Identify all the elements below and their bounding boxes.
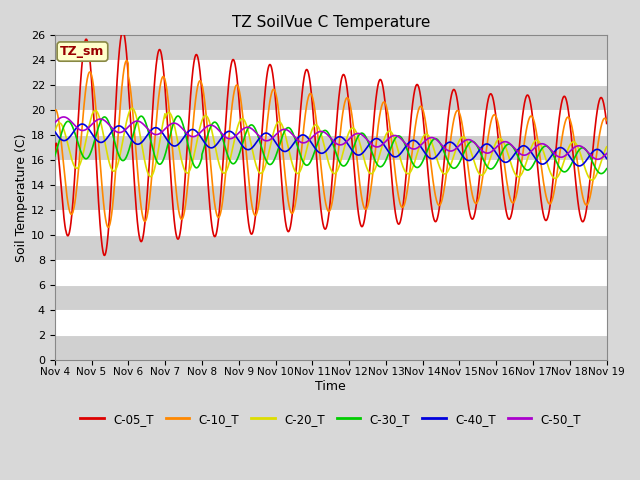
C-30_T (51, 153, 59, 159)
Legend: C-05_T, C-10_T, C-20_T, C-30_T, C-40_T, C-50_T: C-05_T, C-10_T, C-20_T, C-30_T, C-40_T, … (76, 408, 586, 431)
C-10_T (287, 209, 294, 215)
C-10_T (123, 58, 131, 63)
C-50_T (51, 120, 59, 126)
C-40_T (603, 156, 611, 161)
C-30_T (603, 166, 611, 171)
C-50_T (594, 156, 602, 162)
Bar (55, 335, 607, 360)
C-40_T (262, 130, 270, 136)
C-05_T (100, 252, 108, 258)
Line: C-30_T: C-30_T (55, 116, 607, 174)
C-05_T (51, 150, 59, 156)
C-50_T (603, 151, 611, 156)
C-05_T (287, 222, 294, 228)
C-20_T (588, 177, 596, 183)
C-10_T (533, 131, 541, 137)
C-30_T (532, 156, 540, 161)
C-10_T (592, 155, 600, 160)
Line: C-40_T: C-40_T (55, 124, 607, 166)
C-05_T (533, 155, 541, 160)
C-40_T (51, 129, 59, 134)
C-10_T (147, 184, 155, 190)
C-10_T (263, 125, 271, 131)
C-40_T (532, 157, 540, 163)
C-50_T (60, 114, 67, 120)
Bar (55, 235, 607, 260)
Bar (55, 85, 607, 110)
C-05_T (592, 116, 600, 121)
C-05_T (119, 28, 127, 34)
Bar (55, 160, 607, 185)
C-40_T (147, 128, 154, 133)
Line: C-20_T: C-20_T (55, 108, 607, 180)
Line: C-05_T: C-05_T (55, 31, 607, 255)
C-50_T (147, 129, 154, 135)
C-10_T (603, 118, 611, 123)
C-20_T (603, 144, 611, 150)
Bar (55, 210, 607, 235)
C-30_T (592, 166, 600, 172)
C-20_T (51, 130, 59, 135)
C-30_T (287, 126, 294, 132)
C-40_T (592, 147, 600, 153)
C-20_T (532, 137, 540, 143)
C-20_T (262, 159, 270, 165)
C-10_T (114, 136, 122, 142)
Bar (55, 36, 607, 60)
Title: TZ SoilVue C Temperature: TZ SoilVue C Temperature (232, 15, 430, 30)
C-05_T (147, 135, 155, 141)
Text: TZ_sm: TZ_sm (60, 45, 105, 58)
Bar (55, 285, 607, 310)
Bar (55, 60, 607, 85)
C-40_T (114, 123, 122, 129)
Bar (55, 110, 607, 135)
C-05_T (263, 74, 271, 80)
C-20_T (114, 162, 122, 168)
C-50_T (114, 130, 122, 135)
C-10_T (104, 225, 112, 230)
C-05_T (114, 66, 122, 72)
Bar (55, 185, 607, 210)
C-30_T (598, 171, 605, 177)
C-30_T (114, 149, 122, 155)
C-05_T (603, 120, 611, 126)
C-30_T (174, 113, 182, 119)
C-20_T (592, 173, 600, 179)
C-20_T (128, 106, 136, 111)
Y-axis label: Soil Temperature (C): Soil Temperature (C) (15, 133, 28, 262)
Bar (55, 260, 607, 285)
C-20_T (287, 154, 294, 160)
C-40_T (575, 163, 583, 169)
C-30_T (262, 158, 270, 164)
Line: C-10_T: C-10_T (55, 60, 607, 228)
Line: C-50_T: C-50_T (55, 117, 607, 159)
C-50_T (262, 138, 270, 144)
C-20_T (147, 174, 154, 180)
Bar (55, 310, 607, 335)
C-50_T (287, 130, 294, 135)
C-40_T (287, 145, 294, 151)
X-axis label: Time: Time (316, 380, 346, 393)
C-40_T (78, 121, 86, 127)
C-10_T (51, 108, 59, 114)
C-30_T (147, 137, 154, 143)
Bar (55, 135, 607, 160)
C-50_T (592, 156, 600, 162)
C-50_T (532, 144, 540, 149)
